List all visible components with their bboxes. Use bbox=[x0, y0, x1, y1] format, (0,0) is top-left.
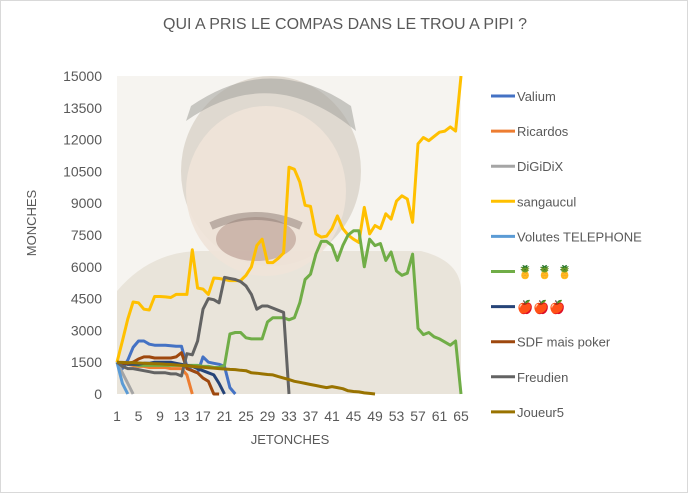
x-tick-label: 45 bbox=[346, 408, 362, 424]
x-tick-label: 17 bbox=[195, 408, 211, 424]
y-tick-label: 3000 bbox=[71, 322, 102, 338]
legend-label: 🍍 🍍 🍍 bbox=[517, 265, 573, 280]
legend-item: 🍎🍎🍎 bbox=[491, 299, 566, 315]
x-tick-label: 53 bbox=[389, 408, 405, 424]
legend-label: sangaucul bbox=[517, 194, 576, 209]
legend-label: Ricardos bbox=[517, 124, 569, 139]
legend-label: DiGiDiX bbox=[517, 159, 564, 174]
x-tick-label: 29 bbox=[260, 408, 276, 424]
series-line-8 bbox=[116, 275, 291, 395]
legend-item: sangaucul bbox=[491, 194, 576, 209]
y-tick-label: 10500 bbox=[63, 163, 102, 179]
series-line-3 bbox=[115, 75, 463, 363]
y-tick-label: 15000 bbox=[63, 68, 102, 84]
legend-item: SDF mais poker bbox=[491, 335, 611, 350]
legend-label: Volutes TELEPHONE bbox=[517, 229, 642, 244]
legend: Valium Ricardos DiGiDiX sangaucul Volutes TE… bbox=[491, 89, 642, 420]
legend-item: Volutes TELEPHONE bbox=[491, 229, 642, 244]
legend-label: 🍎🍎🍎 bbox=[517, 299, 566, 315]
x-tick-label: 5 bbox=[135, 408, 143, 424]
y-tick-label: 7500 bbox=[71, 227, 102, 243]
x-tick-label: 37 bbox=[303, 408, 319, 424]
x-tick-label: 49 bbox=[367, 408, 383, 424]
y-tick-label: 12000 bbox=[63, 132, 102, 148]
x-tick-label: 41 bbox=[324, 408, 340, 424]
legend-item: Ricardos bbox=[491, 124, 569, 139]
x-tick-label: 65 bbox=[453, 408, 469, 424]
legend-item: DiGiDiX bbox=[491, 159, 564, 174]
legend-item: Freudien bbox=[491, 370, 568, 385]
y-tick-label: 4500 bbox=[71, 291, 102, 307]
y-tick-label: 0 bbox=[94, 386, 102, 402]
series-line-0 bbox=[115, 339, 237, 395]
x-tick-label: 13 bbox=[174, 408, 190, 424]
chart-title: QUI A PRIS LE COMPAS DANS LE TROU A PIPI… bbox=[163, 16, 527, 33]
x-tick-label: 9 bbox=[156, 408, 164, 424]
legend-item: Joueur5 bbox=[491, 405, 564, 420]
y-tick-label: 9000 bbox=[71, 195, 102, 211]
y-tick-label: 13500 bbox=[63, 100, 102, 116]
y-axis-title: MONCHES bbox=[24, 189, 39, 256]
series-line-4 bbox=[115, 361, 130, 395]
legend-item: 🍍 🍍 🍍 bbox=[491, 265, 573, 280]
legend-label: Valium bbox=[517, 89, 556, 104]
y-tick-label: 1500 bbox=[71, 354, 102, 370]
x-tick-label: 57 bbox=[410, 408, 426, 424]
legend-label: Freudien bbox=[517, 370, 568, 385]
series-line-9 bbox=[116, 360, 376, 396]
x-tick-label: 21 bbox=[217, 408, 233, 424]
x-axis-title: JETONCHES bbox=[251, 432, 330, 447]
legend-label: SDF mais poker bbox=[517, 335, 611, 350]
legend-label: Joueur5 bbox=[517, 405, 564, 420]
x-tick-label: 25 bbox=[238, 408, 254, 424]
x-tick-label: 1 bbox=[113, 408, 121, 424]
legend-item: Valium bbox=[491, 89, 556, 104]
y-tick-label: 6000 bbox=[71, 259, 102, 275]
x-tick-label: 61 bbox=[432, 408, 448, 424]
x-tick-label: 33 bbox=[281, 408, 297, 424]
